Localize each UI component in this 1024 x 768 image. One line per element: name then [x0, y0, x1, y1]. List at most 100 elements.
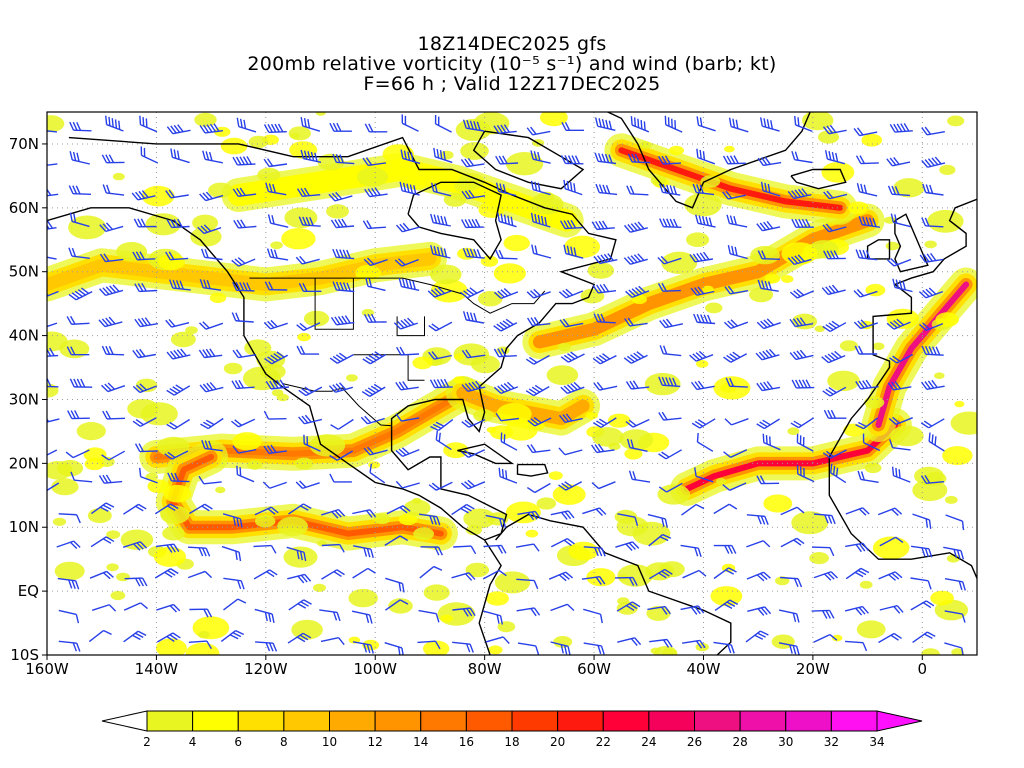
- wind-barb: [878, 632, 902, 644]
- wind-barb: [189, 608, 213, 618]
- wind-barb: [131, 190, 156, 201]
- wind-barb: [138, 467, 158, 484]
- wind-barb: [581, 576, 606, 585]
- wind-barb: [823, 409, 847, 419]
- wind-barb: [921, 345, 944, 356]
- wind-barb: [47, 347, 59, 358]
- wind-barb: [526, 126, 551, 136]
- wind-barb: [811, 609, 835, 619]
- colorbar-segment: [648, 710, 695, 732]
- wind-barb: [943, 546, 965, 560]
- wind-barb: [132, 348, 157, 359]
- colorbar-tick-label: 16: [459, 735, 474, 749]
- wind-barb: [658, 411, 682, 421]
- wind-barb: [593, 381, 618, 391]
- wind-barb: [395, 413, 420, 422]
- wind-barb: [140, 146, 159, 164]
- wind-barb: [493, 381, 519, 395]
- wind-barb: [746, 571, 771, 582]
- wind-barb: [689, 251, 714, 263]
- wind-barb: [459, 287, 485, 299]
- wind-barb: [822, 223, 847, 233]
- wind-barb: [757, 279, 779, 292]
- wind-barb: [263, 123, 287, 134]
- band-iberia-africa-streak: [861, 267, 977, 442]
- wind-barb: [332, 281, 355, 293]
- wind-barb: [649, 638, 673, 648]
- wind-barb: [813, 571, 838, 581]
- lon-tick-label: 60W: [577, 660, 611, 678]
- wind-barb: [330, 315, 355, 326]
- wind-barb: [188, 640, 213, 650]
- coast-greenland: [606, 112, 811, 209]
- wind-barb: [560, 219, 584, 230]
- wind-barb: [88, 629, 112, 643]
- wind-barb: [920, 418, 945, 429]
- wind-barb: [855, 155, 879, 165]
- wind-barb: [482, 569, 507, 580]
- wind-barb: [689, 350, 714, 362]
- wind-barb: [757, 156, 782, 167]
- wind-barb: [626, 185, 649, 196]
- wind-barb: [877, 507, 903, 516]
- wind-barb: [526, 444, 551, 454]
- wind-barb: [714, 599, 739, 611]
- wind-barb: [47, 449, 58, 459]
- wind-barb: [47, 254, 57, 260]
- colorbar-tick-label: 4: [189, 735, 197, 749]
- wind-barb: [495, 155, 519, 165]
- wind-barb: [887, 258, 912, 267]
- wind-barb: [659, 318, 684, 329]
- wind-barb: [921, 126, 945, 136]
- wind-barb: [713, 641, 735, 654]
- wind-barb: [154, 503, 179, 515]
- wind-barb: [854, 345, 878, 355]
- wind-barb: [231, 312, 254, 323]
- colorbar-segment: [237, 710, 285, 732]
- wind-barb: [824, 150, 845, 165]
- wind-barb: [811, 546, 835, 557]
- coast-baffin: [472, 130, 585, 190]
- wind-barb: [658, 449, 682, 460]
- wind-barb: [90, 502, 115, 515]
- wind-barb: [420, 546, 443, 556]
- wind-barb: [713, 567, 737, 580]
- wind-barb: [200, 248, 223, 261]
- wind-barb: [594, 152, 617, 165]
- wind-barb: [68, 287, 93, 301]
- wind-barb: [430, 419, 454, 432]
- colorbar-tick-label: 8: [280, 735, 288, 749]
- colorbar-tick-label: 10: [322, 735, 337, 749]
- wind-barb: [132, 383, 157, 394]
- wind-barb: [99, 253, 124, 263]
- wind-barb: [303, 434, 321, 452]
- wind-barb: [67, 410, 90, 420]
- wind-barb: [352, 641, 374, 654]
- colorbar-segment: [192, 710, 239, 732]
- wind-barb: [232, 187, 257, 197]
- colorbar-tick-label: 26: [687, 735, 702, 749]
- wind-barb: [164, 450, 189, 460]
- wind-barb: [264, 351, 289, 365]
- wind-barb: [255, 641, 278, 652]
- wind-barb: [756, 381, 781, 392]
- wind-barb: [548, 571, 574, 582]
- wind-barb: [614, 576, 638, 586]
- wind-barb: [855, 379, 879, 390]
- lon-tick-label: 120W: [244, 660, 288, 678]
- wind-barb: [362, 351, 387, 365]
- wind-barb: [461, 189, 486, 200]
- wind-barb: [648, 533, 672, 547]
- colorbar-over-arrow: [876, 710, 923, 732]
- wind-barb: [460, 449, 485, 458]
- wind-barb: [232, 156, 256, 166]
- wind-barb: [696, 148, 716, 165]
- wind-barb: [134, 282, 158, 293]
- wind-barb: [483, 544, 507, 554]
- wind-barb: [401, 114, 419, 132]
- lat-tick-label: 10S: [10, 646, 39, 664]
- wind-barb: [845, 567, 870, 580]
- wind-barb: [101, 450, 126, 461]
- wind-barb: [879, 604, 904, 614]
- wind-barb: [550, 538, 575, 548]
